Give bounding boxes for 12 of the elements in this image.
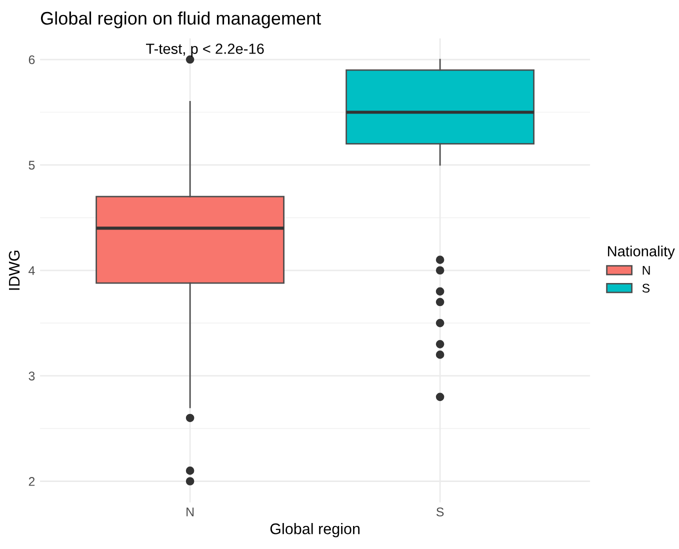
annotation: T-test, p < 2.2e-16 [146, 44, 264, 57]
legend-title: Nationality [608, 246, 675, 260]
y-tick-label: 6 [28, 55, 35, 64]
y-tick-label: 3 [28, 372, 35, 380]
legend-label: S [642, 284, 650, 293]
y-tick-label: 2 [28, 477, 35, 486]
chart-title: Global region on fluid management [40, 11, 321, 28]
y-tick-label: 5 [28, 160, 35, 170]
x-axis-title: Global region [270, 523, 360, 538]
y-axis-title: IDWG [8, 250, 20, 290]
y-tick-label: 4 [28, 266, 35, 275]
legend-label: N [642, 266, 650, 275]
